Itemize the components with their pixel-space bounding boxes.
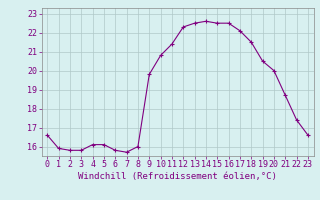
X-axis label: Windchill (Refroidissement éolien,°C): Windchill (Refroidissement éolien,°C) (78, 172, 277, 181)
